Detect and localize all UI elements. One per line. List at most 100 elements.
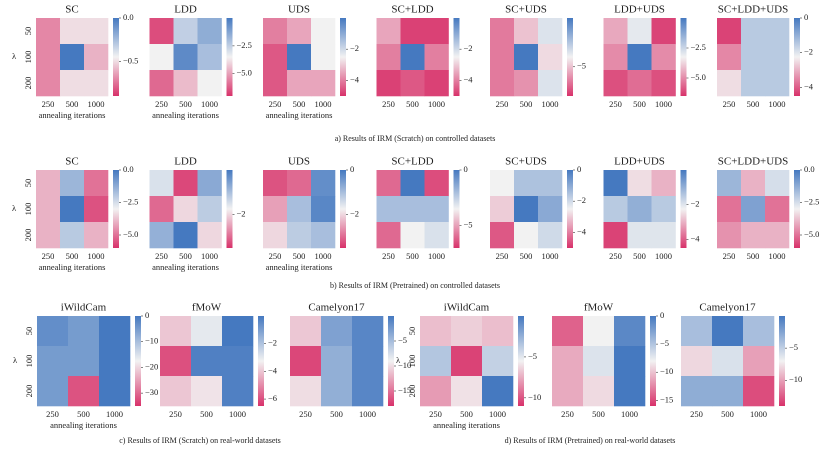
x-tick-label: 250 <box>269 251 282 261</box>
heat-cell <box>627 44 652 71</box>
heat-cell <box>37 346 69 377</box>
heat-cell <box>173 222 198 249</box>
x-tick-label: 500 <box>747 99 760 109</box>
heat-cell <box>741 222 766 249</box>
heat-cell <box>311 18 336 45</box>
heat-cell <box>400 196 425 223</box>
heat-cell <box>603 170 628 197</box>
colorbar <box>226 18 233 96</box>
heat-cell <box>741 18 766 45</box>
colorbar-tick-label: 0 <box>804 12 808 22</box>
colorbar-tick-label: −6 <box>268 393 277 403</box>
panel-title: SC <box>65 156 78 168</box>
x-tick-label: 1000 <box>489 409 506 419</box>
colorbar-tick-label: −2.5 <box>691 42 706 52</box>
colorbar <box>340 18 346 96</box>
colorbar-tick-label: −2 <box>237 209 246 219</box>
x-axis-label: annealing iterations <box>266 110 333 120</box>
colorbar-tick-label: −5 <box>528 351 537 361</box>
heat-cell <box>717 196 742 223</box>
y-tick-label: 100 <box>23 51 33 64</box>
caption: c) Results of IRM (Scratch) on real-worl… <box>119 436 281 445</box>
heat-cell <box>37 376 69 407</box>
x-tick-label: 1000 <box>542 251 559 261</box>
heat-cell <box>743 346 775 377</box>
colorbar-tick-label: −5 <box>789 342 798 352</box>
x-axis-label: annealing iterations <box>39 110 106 120</box>
x-tick-label: 500 <box>179 251 192 261</box>
heat-cell <box>603 70 628 97</box>
heat-cell <box>287 222 312 249</box>
panel-title: SC+LDD <box>391 156 433 168</box>
heat-cell <box>514 18 539 45</box>
y-tick-label: 200 <box>24 385 34 398</box>
panel-title: LDD+UDS <box>614 156 665 168</box>
x-tick-label: 1000 <box>769 99 786 109</box>
colorbar <box>453 170 460 248</box>
heat-cell <box>538 222 563 249</box>
heat-cell <box>603 222 628 249</box>
x-tick-label: 250 <box>690 409 703 419</box>
heat-cell <box>400 18 425 45</box>
heat-cell <box>84 196 109 223</box>
heat-cell <box>84 44 109 71</box>
heat-cell <box>149 222 174 249</box>
y-axis-label: λ <box>13 355 18 365</box>
heat-cell <box>451 346 483 377</box>
heat-cell <box>287 170 312 197</box>
heat-cell <box>765 170 790 197</box>
heat-cell <box>160 376 192 407</box>
panel-title: SC+UDS <box>505 4 547 16</box>
heat-cell <box>352 316 384 347</box>
colorbar-tick-label: −5 <box>464 220 473 230</box>
x-tick-label: 500 <box>406 251 419 261</box>
x-tick-label: 500 <box>77 409 90 419</box>
colorbar <box>567 18 573 96</box>
colorbar-tick-label: −10 <box>398 360 411 370</box>
heat-cell <box>627 196 652 223</box>
heat-cell <box>538 70 563 97</box>
heat-cell <box>552 376 584 407</box>
colorbar <box>680 18 687 96</box>
colorbar-tick-label: −2 <box>691 199 700 209</box>
x-axis-label: annealing iterations <box>50 420 117 430</box>
colorbar <box>779 316 785 406</box>
caption: d) Results of IRM (Pretrained) on real-w… <box>505 436 676 445</box>
heat-cell <box>490 18 515 45</box>
panel-title: LDD+UDS <box>614 4 665 16</box>
colorbar-tick-label: −4 <box>691 233 701 243</box>
heat-cell <box>197 70 222 97</box>
heat-cell <box>765 196 790 223</box>
x-tick-label: 1000 <box>201 99 218 109</box>
heat-cell <box>717 44 742 71</box>
heat-cell <box>741 70 766 97</box>
x-axis-label: annealing iterations <box>39 262 106 272</box>
colorbar-tick-label: −10 <box>660 366 673 376</box>
x-tick-label: 1000 <box>229 409 246 419</box>
heat-cell <box>376 18 401 45</box>
x-tick-label: 250 <box>561 409 574 419</box>
heat-cell <box>538 18 563 45</box>
heat-cell <box>627 70 652 97</box>
heat-cell <box>287 70 312 97</box>
colorbar-tick-label: −4 <box>804 81 814 91</box>
y-tick-label: 50 <box>24 327 34 336</box>
colorbar-tick-label: −5.0 <box>237 68 252 78</box>
heat-cell <box>321 346 353 377</box>
colorbar-tick-label: −5 <box>398 335 407 345</box>
colorbar-tick-label: −2 <box>268 338 277 348</box>
heat-cell <box>149 70 174 97</box>
heat-cell <box>321 316 353 347</box>
heat-cell <box>191 376 223 407</box>
heat-cell <box>197 170 222 197</box>
colorbar <box>680 170 687 248</box>
heat-cell <box>311 70 336 97</box>
heat-cell <box>36 170 61 197</box>
heat-cell <box>222 346 254 377</box>
heat-cell <box>627 18 652 45</box>
panel-title: Camelyon17 <box>308 302 365 314</box>
heat-cell <box>376 44 401 71</box>
heat-cell <box>149 170 174 197</box>
heat-cell <box>173 196 198 223</box>
panel-title: fMoW <box>584 302 614 314</box>
